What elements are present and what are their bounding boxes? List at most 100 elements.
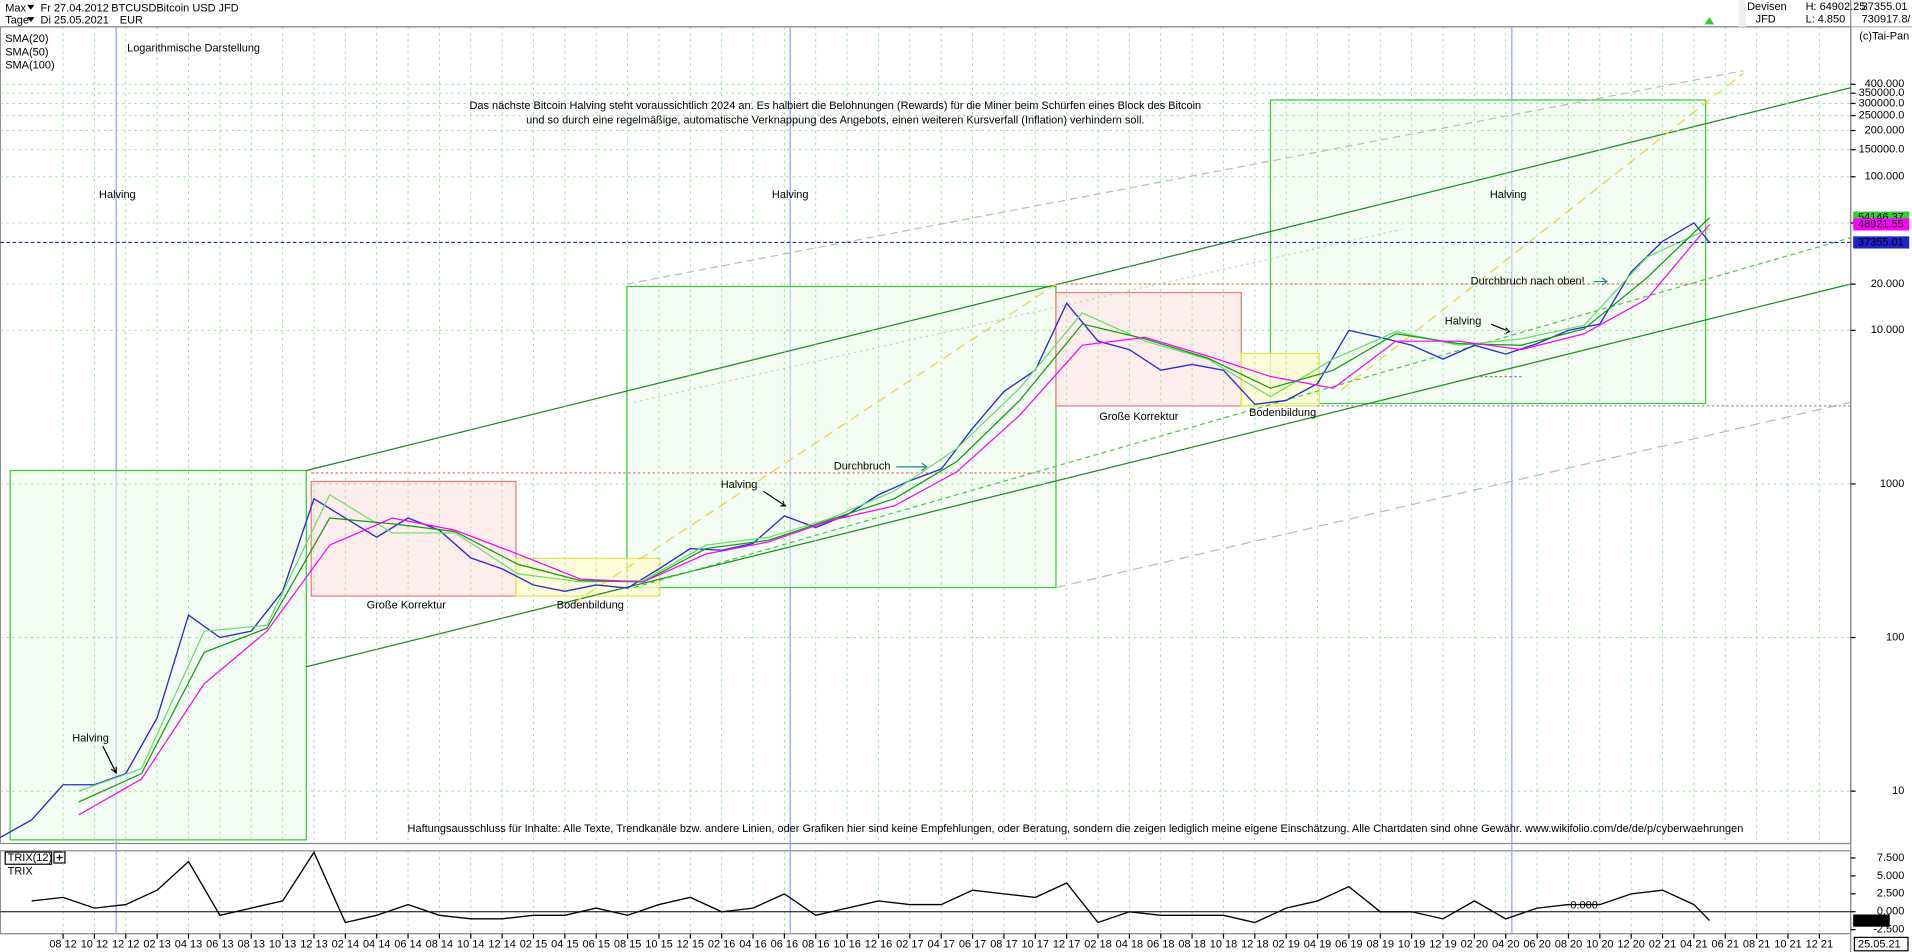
decoration-path [1704,17,1715,25]
x-tick-label: 06 20 [1523,939,1550,951]
legend-entry: TRIX [8,865,34,877]
y-tick-label: 10.000 [1871,324,1905,336]
currency: EUR [120,15,143,27]
market: Devisen [1747,1,1787,13]
x-tick-label: 02 15 [520,939,547,951]
low: L: 4.850 [1806,13,1846,25]
series-line [31,850,1711,924]
x-tick-label: 12 19 [1429,939,1456,951]
annotation: Bodenbildung [1249,407,1316,419]
annotation: Halving [772,189,809,201]
decoration-line [626,70,1744,285]
x-tick-label: 12 17 [1053,939,1080,951]
decoration-rect [1738,0,1746,27]
annotation: Halving [72,733,109,745]
annotation: Bodenbildung [557,600,624,612]
x-tick-label: 12 16 [865,939,892,951]
y-tick-label: 250000.0 [1859,110,1905,122]
x-tick-label: 08 20 [1555,939,1582,951]
x-tick-label: 06 15 [582,939,609,951]
decoration-line [306,87,1851,472]
decoration-rect [4,851,53,865]
decoration-rect [9,469,307,841]
x-tick-label: 04 16 [739,939,766,951]
decoration-rect [515,557,661,597]
x-tick-label: 04 15 [551,939,578,951]
x-tick-label: 06 19 [1335,939,1362,951]
x-tick-label: 08 14 [426,939,453,951]
x-tick-label: 04 21 [1680,939,1707,951]
y-tick-label: 150000.0 [1859,144,1905,156]
x-tick-label: 06 21 [1712,939,1739,951]
y-tick-label: 350000.0 [1859,87,1905,99]
x-tick-label: 04 19 [1304,939,1331,951]
range[interactable]: Max [5,2,26,14]
y-tick-label: 10 [1892,785,1904,797]
annotation: Das nächste Bitcoin Halving steht voraus… [470,100,1202,112]
x-tick-label: 08 21 [1743,939,1770,951]
y-tick-label: 200.000 [1865,124,1905,136]
decoration-line [572,283,1057,604]
decoration-rect [310,480,517,597]
start-date: Fr 27.04.2012 [41,2,109,14]
annotation: Durchbruch nach oben! [1471,275,1585,287]
y-tick-label: 300000.0 [1859,97,1905,109]
decoration-line [306,283,1851,668]
x-tick-label: 02 16 [708,939,735,951]
y-tick-label: 1000 [1880,478,1904,490]
symbol: BTCUSD [111,2,156,14]
y-tick-label: 100 [1886,631,1904,643]
decoration-path [56,854,63,861]
decoration-path [102,745,117,775]
x-tick-label: 04 18 [1116,939,1143,951]
last-price: 37355.01 [1862,1,1908,13]
x-tick-label: 12 13 [300,939,327,951]
annotation: Halving [721,479,758,491]
annotation: Halving [1445,316,1482,328]
y-tick-label: 7.500 [1877,852,1904,864]
x-tick-label: 10 16 [833,939,860,951]
x-tick-label: 12 14 [488,939,515,951]
x-tick-label: 02 19 [1272,939,1299,951]
decoration-rect [626,285,1057,589]
decoration-rect [1240,352,1320,407]
x-tick-label: 06 16 [771,939,798,951]
end-label: 48921.55 [1858,218,1904,230]
x-tick-label: 06 13 [206,939,233,951]
x-tick-label: 08 19 [1367,939,1394,951]
x-tick-label: 06 17 [959,939,986,951]
x-tick-label: 08 17 [990,939,1017,951]
x-tick-label: 02 14 [332,939,359,951]
x-tick-label: 12 20 [1617,939,1644,951]
instrument: Bitcoin USD JFD [156,2,238,14]
x-tick-label: 06 14 [394,939,421,951]
volume: 730917.8/ [1862,13,1912,25]
end-label: 37355.01 [1858,236,1904,248]
decoration-path [896,462,928,472]
period[interactable]: Tage [5,15,29,27]
series-line [78,224,1711,816]
decoration-line [634,237,1851,589]
high: H: 64902.25 [1806,1,1866,13]
x-tick-label: 10 18 [1210,939,1237,951]
x-tick-label: 10 14 [457,939,484,951]
x-tick-label: 08 12 [49,939,76,951]
annotation: Halving [1490,189,1527,201]
end-label: -1.24 [1858,914,1883,926]
x-tick-label: 04 14 [363,939,390,951]
decoration-line [1340,72,1744,391]
x-tick-label: 10 12 [81,939,108,951]
end-date: Di 25.05.2021 [41,15,109,27]
x-tick-label: 12 12 [112,939,139,951]
decoration-rect [1055,291,1242,407]
end-label-box [1853,218,1910,231]
header: Max Tage Fr 27.04.2012 Di 25.05.2021 BTC… [5,1,1912,952]
x-tick-label: 10 19 [1398,939,1425,951]
end-label-box [1853,914,1890,927]
annotation: Große Korrektur [367,600,447,612]
annotation: Durchbruch [834,461,891,473]
decoration-line [1055,401,1851,589]
